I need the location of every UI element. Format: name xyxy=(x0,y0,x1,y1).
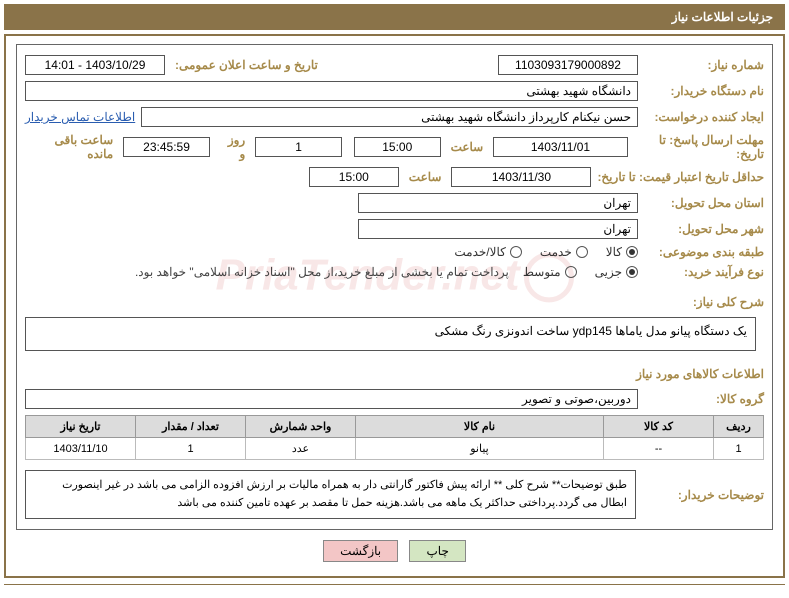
row-province: استان محل تحویل: تهران xyxy=(25,193,764,213)
back-button[interactable]: بازگشت xyxy=(323,540,398,562)
time-label-1: ساعت xyxy=(451,140,484,154)
page-header: جزئیات اطلاعات نیاز xyxy=(4,4,785,30)
buyer-org-label: نام دستگاه خریدار: xyxy=(644,84,764,98)
days-and-label: روز و xyxy=(220,133,245,161)
category-label: طبقه بندی موضوعی: xyxy=(644,245,764,259)
row-validity: حداقل تاریخ اعتبار قیمت: تا تاریخ: 1403/… xyxy=(25,167,764,187)
row-category: طبقه بندی موضوعی: کالا خدمت کالا/خدمت xyxy=(25,245,764,259)
cell-unit: عدد xyxy=(246,438,356,460)
page-title: جزئیات اطلاعات نیاز xyxy=(672,10,773,24)
group-label: گروه کالا: xyxy=(644,392,764,406)
validity-date-field: 1403/11/30 xyxy=(451,167,591,187)
time-label-2: ساعت xyxy=(409,170,442,184)
th-unit: واحد شمارش xyxy=(246,416,356,438)
row-group: گروه کالا: دوربین،صوتی و تصویر xyxy=(25,389,764,409)
radio-goods-label: کالا xyxy=(606,245,622,259)
bottom-rule xyxy=(4,584,785,585)
details-panel: PriaTender.net شماره نیاز: 1103093179000… xyxy=(16,44,773,530)
need-number-field: 1103093179000892 xyxy=(498,55,638,75)
cell-need-date: 1403/11/10 xyxy=(26,438,136,460)
announce-field: 1403/10/29 - 14:01 xyxy=(25,55,165,75)
need-number-label: شماره نیاز: xyxy=(644,58,764,72)
overview-title-label: شرح کلی نیاز: xyxy=(25,295,764,309)
row-process: نوع فرآیند خرید: جزیی متوسط پرداخت تمام … xyxy=(25,265,764,279)
process-label: نوع فرآیند خرید: xyxy=(644,265,764,279)
row-city: شهر محل تحویل: تهران xyxy=(25,219,764,239)
th-name: نام کالا xyxy=(356,416,604,438)
radio-medium[interactable]: متوسط xyxy=(523,265,577,279)
province-field: تهران xyxy=(358,193,638,213)
category-radio-group: کالا خدمت کالا/خدمت xyxy=(454,245,638,259)
radio-goods[interactable]: کالا xyxy=(606,245,638,259)
radio-both[interactable]: کالا/خدمت xyxy=(454,245,521,259)
process-note: پرداخت تمام یا بخشی از مبلغ خرید،از محل … xyxy=(25,265,517,279)
button-bar: چاپ بازگشت xyxy=(16,540,773,562)
radio-service-label: خدمت xyxy=(540,245,572,259)
radio-both-icon xyxy=(510,246,522,258)
contact-link[interactable]: اطلاعات تماس خریدار xyxy=(25,110,135,124)
buyer-notes-text: طبق توضیحات** شرح کلی ** ارائه پیش فاکتو… xyxy=(25,470,636,519)
cell-name: پیانو xyxy=(356,438,604,460)
reply-date-field: 1403/11/01 xyxy=(493,137,627,157)
validity-time-field: 15:00 xyxy=(309,167,399,187)
countdown-field: 23:45:59 xyxy=(123,137,210,157)
days-field: 1 xyxy=(255,137,342,157)
row-requester: ایجاد کننده درخواست: حسن نیکنام کارپرداز… xyxy=(25,107,764,127)
buyer-notes-label: توضیحات خریدار: xyxy=(644,488,764,502)
requester-field: حسن نیکنام کارپرداز دانشگاه شهید بهشتی xyxy=(141,107,638,127)
th-code: کد کالا xyxy=(604,416,714,438)
items-table: ردیف کد کالا نام کالا واحد شمارش تعداد /… xyxy=(25,415,764,460)
cell-row: 1 xyxy=(714,438,764,460)
group-field: دوربین،صوتی و تصویر xyxy=(25,389,638,409)
cell-code: -- xyxy=(604,438,714,460)
reply-time-field: 15:00 xyxy=(354,137,441,157)
validity-label: حداقل تاریخ اعتبار قیمت: تا تاریخ: xyxy=(597,170,764,184)
th-row: ردیف xyxy=(714,416,764,438)
goods-info-label: اطلاعات کالاهای مورد نیاز xyxy=(25,367,764,381)
overview-text: یک دستگاه پیانو مدل یاماها ydp145 ساخت ا… xyxy=(25,317,756,351)
th-need-date: تاریخ نیاز xyxy=(26,416,136,438)
row-need-number: شماره نیاز: 1103093179000892 تاریخ و ساع… xyxy=(25,55,764,75)
process-radio-group: جزیی متوسط xyxy=(523,265,638,279)
radio-minor-label: جزیی xyxy=(595,265,622,279)
cell-qty: 1 xyxy=(136,438,246,460)
row-buyer-notes: توضیحات خریدار: طبق توضیحات** شرح کلی **… xyxy=(25,470,764,519)
remaining-label: ساعت باقی مانده xyxy=(29,133,113,161)
radio-goods-icon xyxy=(626,246,638,258)
radio-minor-icon xyxy=(626,266,638,278)
radio-minor[interactable]: جزیی xyxy=(595,265,638,279)
city-field: تهران xyxy=(358,219,638,239)
province-label: استان محل تحویل: xyxy=(644,196,764,210)
table-row: 1 -- پیانو عدد 1 1403/11/10 xyxy=(26,438,764,460)
outer-container: PriaTender.net شماره نیاز: 1103093179000… xyxy=(4,34,785,578)
table-header-row: ردیف کد کالا نام کالا واحد شمارش تعداد /… xyxy=(26,416,764,438)
radio-both-label: کالا/خدمت xyxy=(454,245,505,259)
radio-service-icon xyxy=(576,246,588,258)
row-reply-deadline: مهلت ارسال پاسخ: تا تاریخ: 1403/11/01 سا… xyxy=(25,133,764,161)
row-buyer-org: نام دستگاه خریدار: دانشگاه شهید بهشتی xyxy=(25,81,764,101)
radio-medium-label: متوسط xyxy=(523,265,561,279)
radio-medium-icon xyxy=(565,266,577,278)
reply-deadline-label: مهلت ارسال پاسخ: تا تاریخ: xyxy=(634,133,764,161)
radio-service[interactable]: خدمت xyxy=(540,245,588,259)
th-qty: تعداد / مقدار xyxy=(136,416,246,438)
city-label: شهر محل تحویل: xyxy=(644,222,764,236)
buyer-org-field: دانشگاه شهید بهشتی xyxy=(25,81,638,101)
requester-label: ایجاد کننده درخواست: xyxy=(644,110,764,124)
print-button[interactable]: چاپ xyxy=(409,540,465,562)
announce-label: تاریخ و ساعت اعلان عمومی: xyxy=(175,58,318,72)
